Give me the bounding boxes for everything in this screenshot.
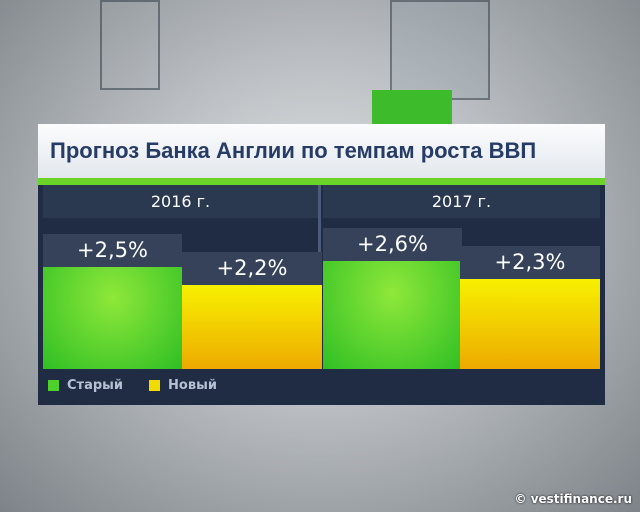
legend-label: Новый [168, 377, 217, 393]
data-label: +2,6% [323, 228, 462, 261]
chart-panel: Прогноз Банка Англии по темпам роста ВВП… [38, 124, 605, 405]
data-label: +2,3% [460, 246, 600, 279]
background-decor [100, 0, 160, 90]
accent-strip [38, 178, 605, 185]
chart-title: Прогноз Банка Англии по темпам роста ВВП [38, 124, 605, 178]
legend-label: Старый [67, 377, 124, 393]
data-label: +2,5% [43, 234, 182, 267]
bar-new [182, 285, 322, 369]
legend-swatch-old [48, 379, 59, 391]
category-label: 2017 г. [323, 185, 600, 218]
bar-new [460, 279, 600, 369]
bar-old [43, 267, 182, 369]
legend-swatch-new [149, 379, 161, 391]
background-decor [372, 90, 452, 124]
bar-old [323, 261, 462, 369]
data-label: +2,2% [182, 252, 322, 285]
legend: Старый Новый [48, 375, 217, 395]
background-decor [390, 0, 490, 100]
plot-area: 2016 г. 2017 г. +2,5% +2,6% +2,2% +2,3% Ста… [38, 185, 605, 405]
category-label: 2016 г. [43, 185, 318, 218]
copyright: © vestifinance.ru [514, 492, 632, 506]
